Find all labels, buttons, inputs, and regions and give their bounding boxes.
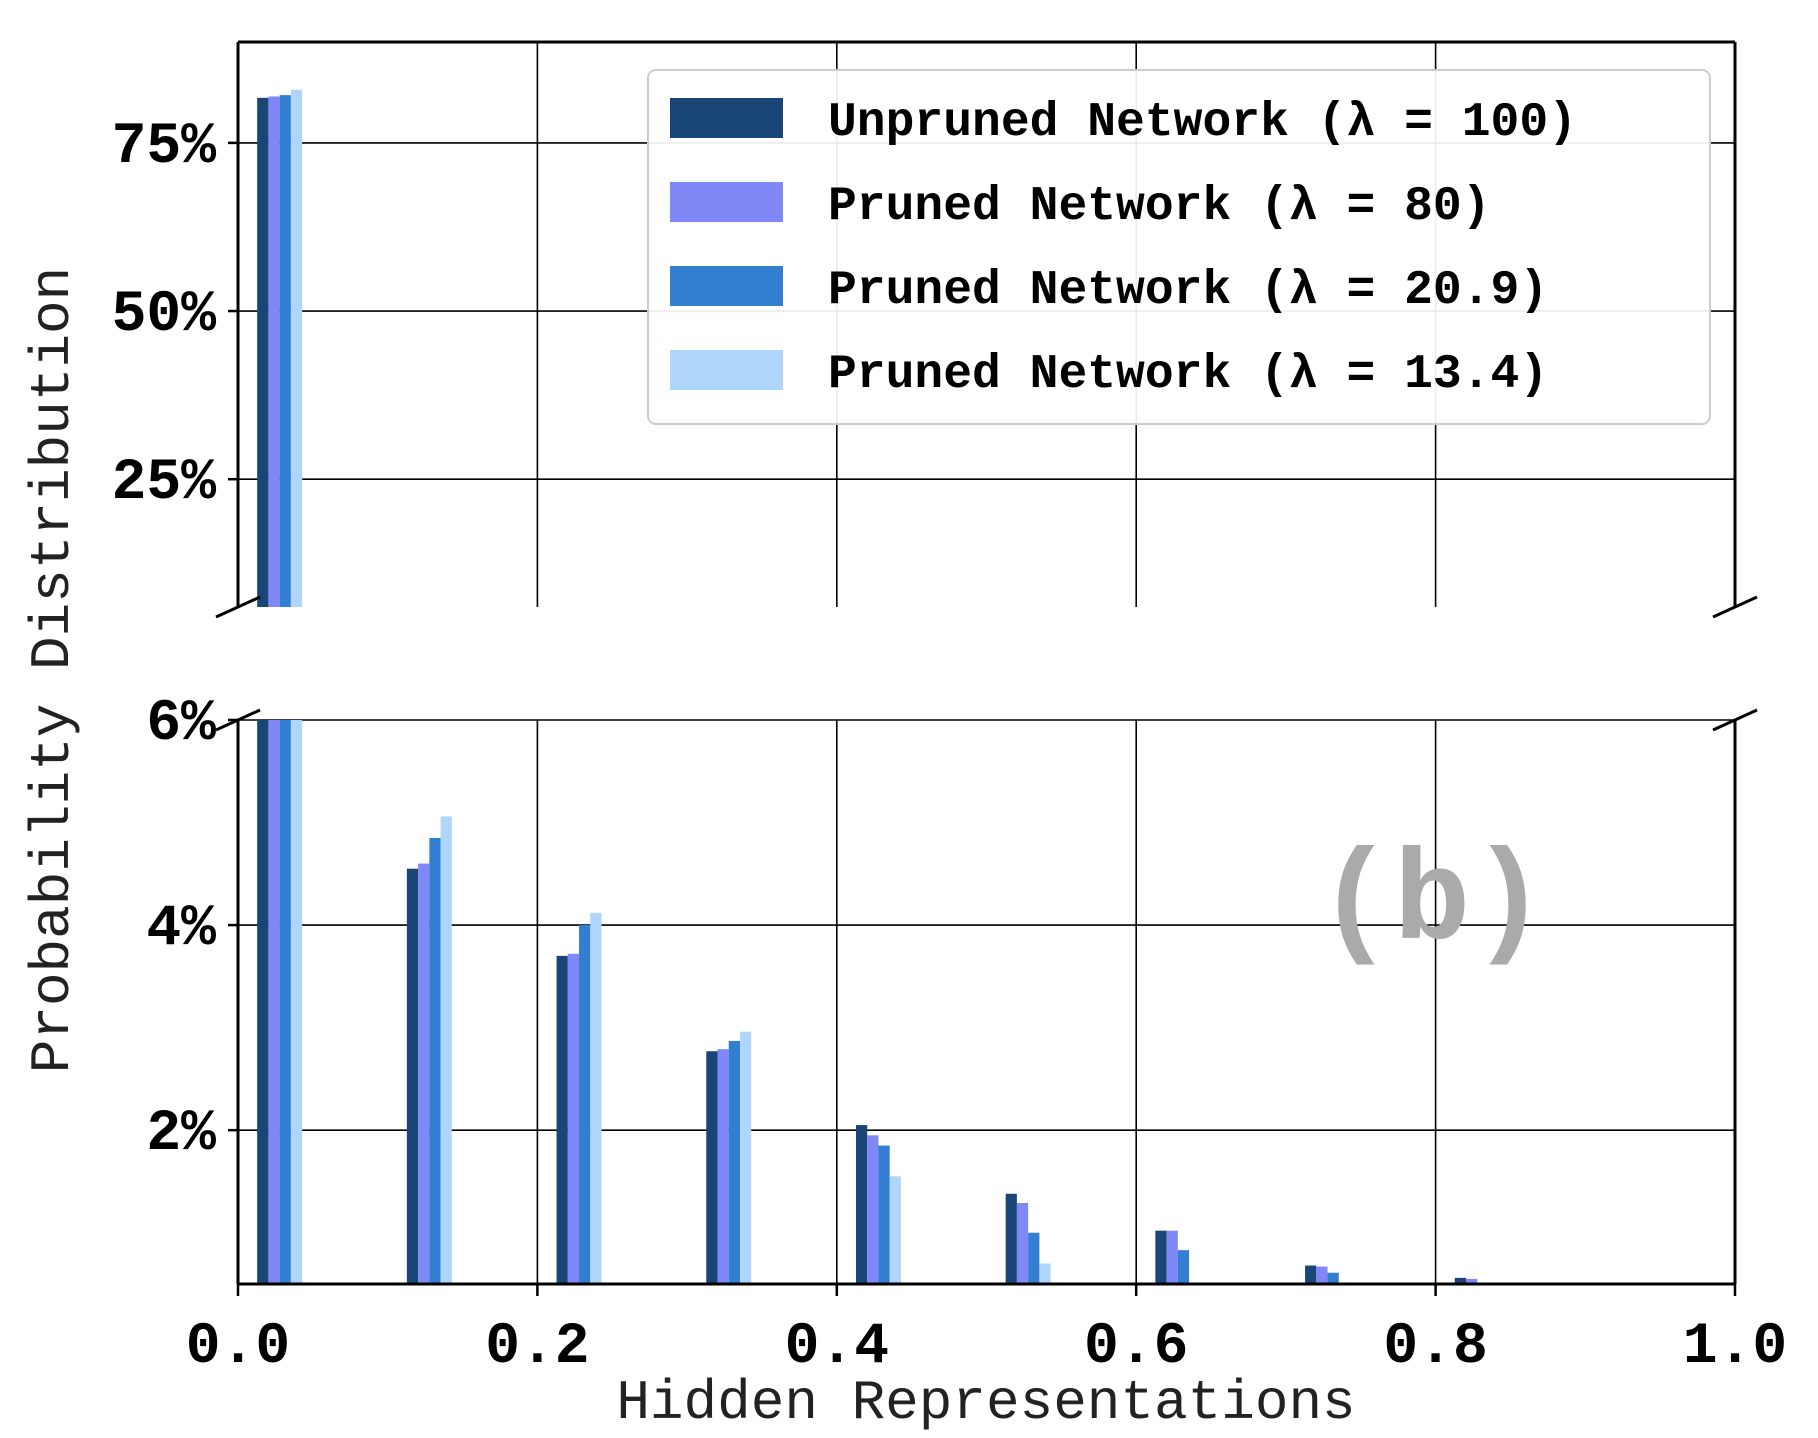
bar-lower-2-1 [429, 837, 441, 1284]
bar-lower-2-5 [1028, 1232, 1040, 1284]
bar-lower-3-1 [440, 816, 452, 1284]
x-tick-label-4: 0.8 [1383, 1315, 1487, 1380]
bar-lower-0-8 [1454, 1277, 1467, 1284]
upper-y-tick-label-1: 50% [112, 283, 217, 348]
axis-ticks: 25% 50% 75% 2% 4% 6% 0.0 0.2 0.4 0.6 0.8 1.0 [112, 115, 1788, 1380]
bar-lower-1-1 [418, 863, 430, 1284]
upper-y-tick-label-2: 75% [112, 115, 217, 180]
lower-panel-grid [237, 719, 1736, 1284]
bar-lower-1-6 [1166, 1230, 1178, 1284]
legend-label-3: Pruned Network (λ = 13.4) [828, 348, 1548, 402]
y-axis-title: Probability Distribution [21, 267, 85, 1074]
legend-label-1: Pruned Network (λ = 80) [828, 180, 1491, 234]
x-axis-title: Hidden Representations [616, 1371, 1355, 1435]
bar-lower-1-8 [1466, 1278, 1478, 1284]
x-tick-label-5: 1.0 [1683, 1315, 1787, 1380]
bar-lower-1-0 [268, 720, 280, 1284]
lower-y-tick-label-2: 6% [146, 692, 216, 757]
bar-lower-1-7 [1316, 1266, 1328, 1284]
bar-lower-0-2 [556, 955, 568, 1284]
bar-lower-1-3 [717, 1049, 729, 1284]
bar-lower-2-4 [878, 1145, 890, 1284]
bar-lower-0-7 [1305, 1265, 1317, 1284]
legend-label-2: Pruned Network (λ = 20.9) [828, 264, 1548, 318]
x-tick-label-0: 0.0 [186, 1315, 290, 1380]
bar-lower-2-7 [1327, 1272, 1339, 1284]
bar-lower-0-5 [1005, 1193, 1017, 1284]
bar-lower-2-0 [279, 720, 291, 1284]
upper-panel-bars [257, 89, 303, 607]
legend-box [647, 69, 1711, 425]
axis-break-mark-3 [1712, 708, 1758, 732]
legend-swatch-0 [670, 98, 783, 138]
bar-lower-0-0 [257, 720, 269, 1284]
legend: Unpruned Network (λ = 100) Pruned Network… [647, 69, 1711, 425]
legend-swatch-2 [670, 266, 783, 306]
bar-lower-0-3 [706, 1051, 718, 1284]
bar-lower-0-4 [855, 1125, 868, 1284]
bar-lower-3-3 [739, 1031, 752, 1284]
panel-label: (b) [1317, 832, 1547, 977]
legend-label-0: Unpruned Network (λ = 100) [828, 96, 1577, 150]
legend-swatch-3 [670, 350, 783, 390]
x-tick-label-2: 0.4 [785, 1315, 889, 1380]
axis-break-mark-0 [215, 595, 261, 619]
lower-y-tick-label-1: 4% [146, 897, 216, 962]
legend-swatch-1 [670, 182, 783, 222]
x-tick-label-3: 0.6 [1084, 1315, 1188, 1380]
bar-upper-1-0 [268, 96, 280, 607]
bar-lower-0-6 [1155, 1230, 1167, 1284]
bar-upper-3-0 [290, 89, 303, 607]
bar-lower-2-6 [1177, 1250, 1190, 1284]
bar-lower-2-2 [579, 925, 591, 1284]
lower-y-tick-label-0: 2% [146, 1102, 216, 1167]
bar-lower-1-4 [867, 1135, 879, 1284]
bar-lower-3-2 [590, 912, 602, 1284]
lower-panel-bars [257, 720, 1478, 1284]
bar-lower-3-4 [889, 1176, 901, 1284]
axis-break-mark-1 [1712, 595, 1758, 619]
bar-lower-3-5 [1039, 1263, 1051, 1284]
bar-lower-2-3 [728, 1040, 740, 1284]
bar-upper-2-0 [279, 95, 291, 607]
upper-y-tick-label-0: 25% [112, 451, 217, 516]
bar-upper-0-0 [257, 97, 269, 607]
bar-lower-1-5 [1016, 1202, 1029, 1284]
bar-lower-3-0 [290, 720, 303, 1284]
bar-lower-1-2 [567, 953, 580, 1284]
x-tick-label-1: 0.2 [485, 1315, 589, 1380]
panel-frames [215, 40, 1758, 1286]
bar-lower-0-1 [406, 868, 419, 1284]
